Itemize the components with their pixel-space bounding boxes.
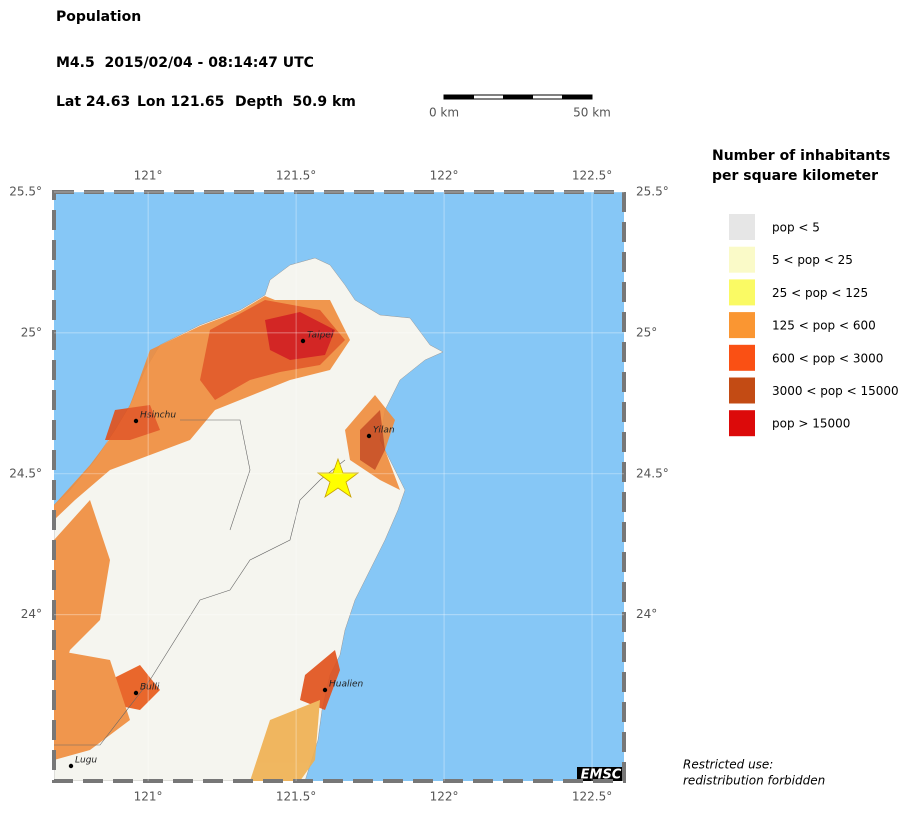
lon: Lon 121.65	[137, 94, 224, 110]
scale-end: 50 km	[573, 106, 611, 120]
y-tick-label: 25.5°	[9, 185, 42, 199]
city-label: Bulli	[140, 683, 160, 693]
scale-bar	[443, 94, 593, 100]
city-label: Yilan	[373, 426, 395, 436]
city-label: Hualien	[329, 680, 364, 690]
legend-swatch	[729, 377, 755, 404]
legend-label: 3000 < pop < 15000	[772, 384, 899, 398]
y-tick-label: 24°	[21, 607, 42, 621]
x-tick-label: 122.5°	[572, 169, 612, 183]
city-dot	[133, 690, 139, 696]
legend-swatch	[729, 279, 755, 306]
city-dot	[68, 763, 74, 769]
x-tick-label: 121°	[134, 169, 163, 183]
city-dot	[366, 433, 372, 439]
map	[54, 192, 624, 781]
x-tick-label: 121°	[134, 790, 163, 804]
x-tick-label: 121.5°	[276, 169, 316, 183]
legend-label: pop > 15000	[772, 417, 850, 431]
legend-swatch	[729, 246, 755, 273]
legend-swatch	[729, 312, 755, 339]
lat: Lat 24.63	[56, 94, 130, 110]
y-tick-label: 24.5°	[636, 466, 669, 480]
y-tick-label: 25.5°	[636, 185, 669, 199]
city-label: Lugu	[75, 756, 97, 766]
legend-label: 25 < pop < 125	[772, 286, 868, 300]
x-tick-label: 122°	[430, 790, 459, 804]
credit: EMSC	[581, 768, 622, 783]
city-dot	[300, 338, 306, 344]
city-label: Hsinchu	[140, 411, 176, 421]
city-dot	[322, 687, 328, 693]
legend-label: 5 < pop < 25	[772, 253, 853, 267]
legend-label: 125 < pop < 600	[772, 319, 876, 333]
notice: redistribution forbidden	[683, 774, 825, 788]
legend-swatch	[729, 410, 755, 437]
y-tick-label: 25°	[21, 325, 42, 339]
city-label: Taipei	[307, 331, 334, 341]
y-tick-label: 24°	[636, 607, 657, 621]
x-tick-label: 121.5°	[276, 790, 316, 804]
legend-label: pop < 5	[772, 221, 820, 235]
legend-label: 600 < pop < 3000	[772, 351, 883, 365]
y-tick-label: 25°	[636, 325, 657, 339]
city-dot	[133, 418, 139, 424]
y-tick-label: 24.5°	[9, 466, 42, 480]
scale-start: 0 km	[429, 106, 459, 120]
legend-swatch	[729, 214, 755, 240]
x-tick-label: 122°	[430, 169, 459, 183]
legend: Number of inhabitants per square kilomete…	[712, 148, 899, 437]
legend-title: Number of inhabitants	[712, 148, 890, 164]
legend-title: per square kilometer	[712, 168, 878, 184]
depth: Depth 50.9 km	[235, 94, 356, 110]
legend-swatch	[729, 344, 755, 371]
event: M4.5 2015/02/04 - 08:14:47 UTC	[56, 55, 314, 71]
title: Population	[56, 9, 141, 25]
notice: Restricted use:	[683, 758, 773, 772]
x-tick-label: 122.5°	[572, 790, 612, 804]
